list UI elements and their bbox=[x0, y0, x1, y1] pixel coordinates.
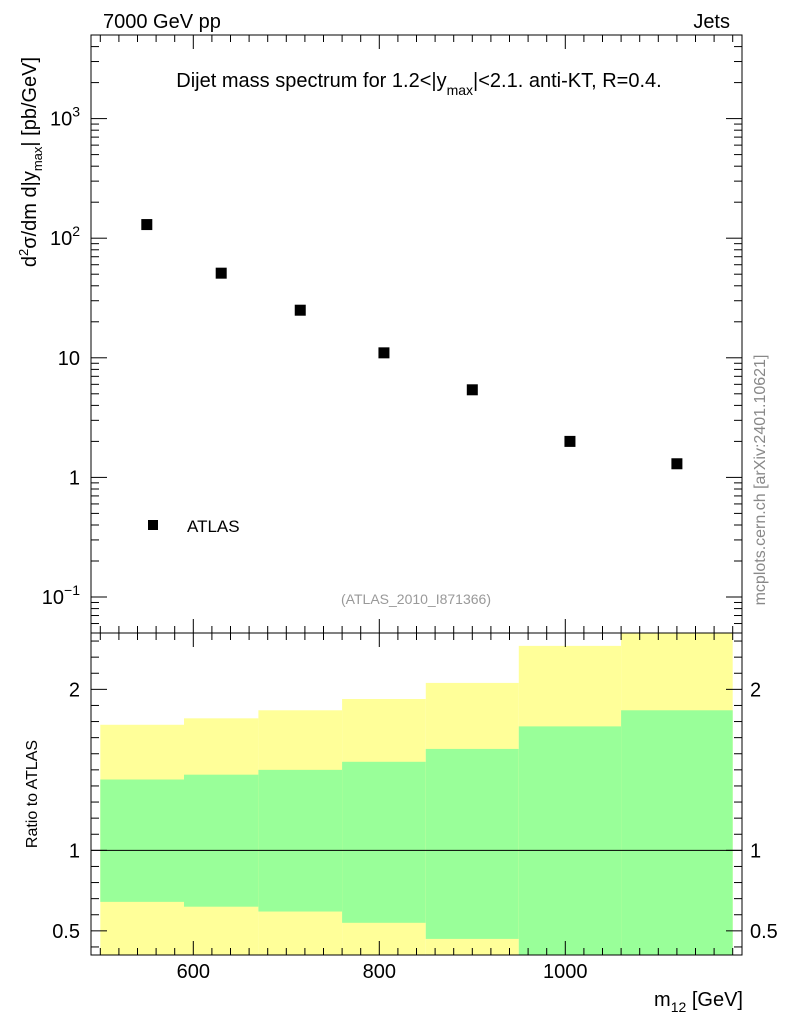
green-band-bin-3 bbox=[342, 761, 426, 923]
ratio-ytick-label-right: 0.5 bbox=[750, 921, 778, 943]
ratio-ytick-label-right: 2 bbox=[750, 679, 761, 701]
main-ytick-label: 102 bbox=[50, 223, 80, 250]
main-ytick-label: 1 bbox=[69, 467, 80, 489]
analysis-annotation: (ATLAS_2010_I871366) bbox=[341, 591, 491, 607]
ratio-axes: 600 800 1000 0.5 0.5 1 1 2 2 bbox=[52, 633, 778, 983]
ytick-base: 10 bbox=[58, 348, 80, 370]
main-ytick-label: 10 bbox=[58, 348, 80, 370]
ratio-bands bbox=[91, 633, 742, 955]
header-right: Jets bbox=[693, 11, 730, 33]
data-point bbox=[215, 267, 227, 279]
x-axis-label: m12 [GeV] bbox=[654, 989, 743, 1015]
ratio-ytick-label-right: 1 bbox=[750, 840, 761, 862]
plot-title: Dijet mass spectrum for 1.2<|ymax|<2.1. … bbox=[176, 70, 661, 98]
watermark: mcplots.cern.ch [arXiv:2401.10621] bbox=[752, 355, 769, 606]
green-band-bin-5 bbox=[518, 726, 622, 955]
ytick-exponent: −1 bbox=[64, 582, 80, 598]
main-ytick-label: 10−1 bbox=[42, 582, 80, 609]
ylabel-p2: σ/dm d|y bbox=[19, 171, 41, 249]
ylabel-p3: | [pb/GeV] bbox=[19, 57, 41, 147]
ytick-base: 1 bbox=[69, 467, 80, 489]
title-pre: Dijet mass spectrum for 1.2<|y bbox=[176, 70, 446, 92]
main-ytick-label: 103 bbox=[50, 104, 80, 131]
ylabel-p1: d bbox=[19, 256, 41, 267]
legend-marker bbox=[148, 520, 158, 530]
ytick-exponent: 2 bbox=[72, 223, 80, 239]
ylabel-sub: max bbox=[30, 146, 45, 171]
ylabel-sup: 2 bbox=[16, 249, 31, 256]
legend-label: ATLAS bbox=[187, 517, 240, 536]
green-band-bin-6 bbox=[621, 710, 733, 955]
data-point bbox=[141, 219, 153, 231]
xlabel-post: [GeV] bbox=[686, 989, 743, 1011]
xlabel-sub: 12 bbox=[671, 999, 687, 1015]
ytick-base: 10 bbox=[42, 587, 64, 609]
ytick-base: 10 bbox=[50, 228, 72, 250]
data-point bbox=[671, 458, 683, 470]
header-left: 7000 GeV pp bbox=[103, 11, 221, 33]
title-post: |<2.1. anti-KT, R=0.4. bbox=[473, 70, 662, 92]
main-plot-frame bbox=[90, 34, 743, 634]
green-band-bin-0 bbox=[100, 779, 184, 902]
ratio-ytick-label-left: 2 bbox=[69, 679, 80, 701]
ytick-exponent: 3 bbox=[72, 104, 80, 120]
ratio-ylabel: Ratio to ATLAS bbox=[24, 740, 41, 848]
green-band-bin-1 bbox=[184, 774, 259, 907]
data-point bbox=[378, 347, 390, 359]
main-points bbox=[141, 219, 683, 470]
data-point bbox=[294, 304, 306, 316]
ratio-xtick-label: 800 bbox=[363, 961, 396, 983]
green-band-bin-4 bbox=[425, 748, 519, 939]
ratio-xtick-label: 1000 bbox=[543, 961, 588, 983]
title-sub: max bbox=[447, 82, 473, 98]
xlabel-pre: m bbox=[654, 989, 671, 1011]
ratio-xtick-label: 600 bbox=[177, 961, 210, 983]
green-band-bin-2 bbox=[258, 769, 343, 912]
main-ylabel: d2σ/dm d|ymax| [pb/GeV] bbox=[16, 57, 45, 267]
ratio-ytick-label-left: 0.5 bbox=[52, 921, 80, 943]
ratio-ytick-label-left: 1 bbox=[69, 840, 80, 862]
ytick-base: 10 bbox=[50, 109, 72, 131]
data-point bbox=[564, 435, 576, 447]
data-point bbox=[466, 384, 478, 396]
